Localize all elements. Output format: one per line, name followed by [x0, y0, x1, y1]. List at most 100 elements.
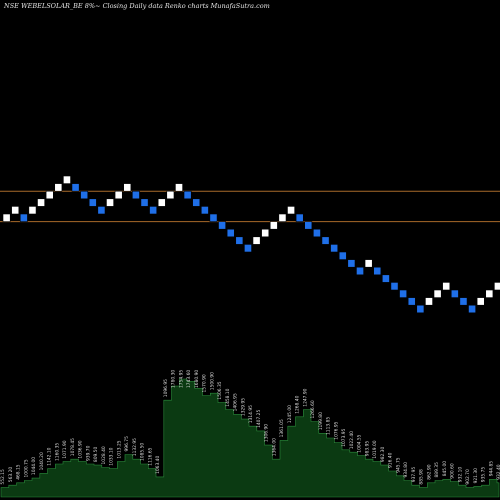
volume-label-23: 1780.30 [171, 370, 177, 388]
volume-label-20: 1116.65 [147, 447, 153, 465]
renko-brick-45 [381, 274, 390, 283]
volume-label-25: 1743.60 [186, 370, 192, 388]
renko-brick-22 [183, 190, 192, 200]
volume-label-35: 1306.90 [264, 424, 270, 442]
renko-brick-1 [2, 213, 11, 222]
volume-label-9: 1071.90 [62, 440, 68, 458]
volume-label-7: 1142.10 [47, 447, 53, 465]
renko-brick-41 [347, 259, 356, 268]
volume-label-21: 1063.40 [155, 456, 161, 474]
renko-brick-56 [476, 297, 485, 306]
renko-brick-39 [330, 244, 339, 253]
volume-label-26: 1680.90 [194, 370, 200, 388]
renko-brick-49 [416, 304, 425, 314]
volume-label-38: 1245.00 [287, 405, 293, 423]
volume-label-17: 996.75 [124, 436, 130, 452]
chart-title: NSE WEBELSOLAR_BE 8%~ Closing Daily data… [4, 2, 270, 10]
volume-label-10: 1078.45 [70, 438, 76, 456]
renko-brick-9 [71, 183, 80, 192]
volume-label-65: 932.40 [496, 464, 500, 480]
volume-label-42: 1199.80 [318, 412, 324, 430]
volume-label-53: 934.80 [403, 462, 409, 478]
renko-brick-6 [45, 190, 54, 200]
renko-brick-35 [295, 213, 304, 222]
volume-label-27: 1570.90 [202, 374, 208, 392]
volume-label-43: 1113.85 [326, 417, 332, 435]
renko-brick-7 [54, 183, 63, 192]
renko-brick-31 [261, 228, 270, 238]
renko-brick-40 [338, 251, 347, 260]
volume-series [0, 378, 500, 498]
renko-brick-14 [114, 190, 123, 200]
renko-brick-33 [278, 213, 287, 222]
renko-brick-13 [106, 198, 114, 207]
volume-label-13: 809.50 [93, 447, 99, 463]
volume-label-52: 945.75 [395, 457, 401, 473]
renko-brick-48 [407, 297, 416, 306]
renko-brick-57 [485, 289, 494, 298]
renko-brick-8 [63, 175, 71, 184]
renko-brick-47 [399, 289, 408, 298]
renko-brick-18 [149, 206, 158, 215]
renko-brick-3 [19, 213, 28, 222]
volume-label-31: 1406.95 [233, 393, 239, 411]
volume-label-28: 1500.90 [209, 372, 215, 390]
volume-label-22: 1096.95 [163, 379, 169, 397]
renko-brick-4 [28, 206, 37, 215]
volume-label-14: 1028.40 [101, 446, 107, 464]
volume-area [0, 378, 500, 498]
volume-label-47: 1004.55 [357, 434, 363, 452]
renko-brick-21 [175, 183, 183, 192]
renko-brick-38 [321, 236, 330, 245]
volume-label-4: 1000.75 [23, 459, 29, 477]
renko-brick-25 [209, 213, 218, 222]
renko-brick-42 [356, 266, 364, 276]
renko-brick-26 [218, 221, 226, 230]
volume-label-18: 1132.95 [132, 438, 138, 456]
renko-brick-46 [390, 282, 399, 291]
volume-label-56: 862.90 [426, 464, 432, 480]
volume-label-19: 1085.50 [140, 443, 146, 461]
volume-label-37: 1361.05 [279, 419, 285, 437]
renko-brick-37 [313, 228, 321, 238]
volume-label-2: 563.20 [8, 467, 14, 483]
volume-label-63: 935.75 [481, 467, 487, 483]
volume-label-64: 944.85 [488, 461, 494, 477]
renko-brick-29 [244, 244, 252, 253]
volume-label-24: 1754.95 [178, 370, 184, 388]
volume-label-29: 1506.35 [217, 381, 223, 399]
renko-brick-11 [88, 198, 97, 207]
renko-brick-2 [11, 206, 20, 215]
renko-brick-28 [235, 236, 244, 245]
volume-label-40: 1247.90 [302, 388, 308, 406]
renko-brick-52 [442, 282, 451, 291]
renko-brick-36 [304, 221, 313, 230]
volume-label-32: 1329.95 [240, 398, 246, 416]
renko-brick-16 [132, 190, 140, 200]
renko-brick-43 [364, 259, 373, 268]
renko-brick-23 [192, 198, 201, 207]
renko-brick-27 [226, 228, 235, 238]
volume-label-46: 1022.40 [349, 431, 355, 449]
volume-label-30: 1458.10 [225, 388, 231, 406]
renko-brick-44 [373, 266, 382, 276]
volume-label-6: 1040.20 [39, 452, 45, 470]
volume-label-51: 916.40 [388, 452, 394, 468]
renko-brick-58 [494, 282, 500, 291]
renko-brick-51 [433, 289, 442, 298]
volume-label-36: 1364.00 [271, 438, 277, 456]
renko-bricks [2, 175, 500, 314]
volume-label-61: 902.70 [465, 469, 471, 485]
volume-label-41: 1266.60 [310, 400, 316, 418]
volume-label-39: 1268.40 [295, 395, 301, 413]
renko-brick-50 [425, 297, 433, 306]
renko-brick-34 [287, 206, 295, 215]
volume-labels: 552.15 563.20 468.15 1000.75 1044.00 1040.20 1… [0, 370, 500, 485]
renko-brick-55 [468, 304, 476, 314]
volume-label-60: 932.10 [457, 467, 463, 483]
renko-brick-15 [123, 183, 132, 192]
volume-label-58: 845.00 [442, 461, 448, 477]
renko-brick-17 [140, 198, 149, 207]
volume-label-5: 1044.00 [31, 457, 37, 475]
